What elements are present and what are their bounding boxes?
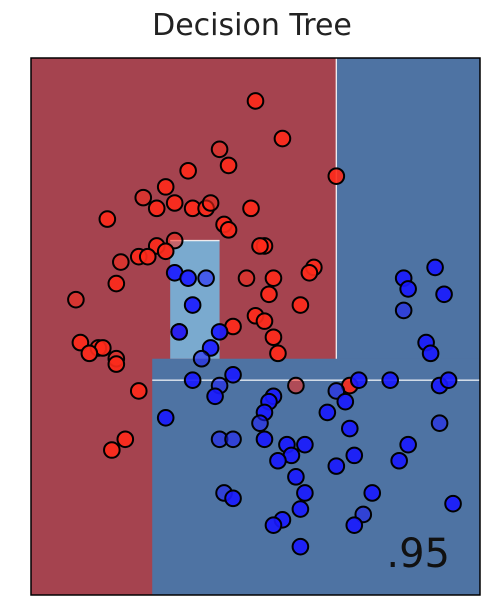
data-point-blue-4 [170,323,188,341]
data-point-red-48 [116,430,135,449]
data-point-blue-1 [179,269,197,287]
data-point-blue-15 [224,366,242,384]
points-layer [67,92,462,556]
data-point-red-21 [138,247,157,266]
data-point-red-1 [273,129,292,148]
data-point-blue-3 [183,296,202,314]
data-point-blue-46 [363,484,382,502]
data-point-red-6 [156,178,175,196]
data-point-blue-5 [210,323,229,341]
data-point-red-7 [134,188,153,207]
data-point-blue-22 [251,414,269,432]
data-point-blue-26 [439,371,458,390]
data-point-red-8 [147,199,166,218]
data-point-blue-37 [224,430,242,449]
data-point-red-0 [246,92,265,110]
data-point-blue-50 [291,500,310,518]
data-point-blue-28 [336,392,355,411]
data-point-blue-44 [345,446,364,465]
data-point-blue-54 [444,494,462,513]
data-point-red-44 [269,344,287,363]
data-point-blue-24 [381,371,400,390]
data-point-red-12 [201,194,220,212]
data-point-blue-23 [349,371,368,390]
data-point-blue-41 [390,451,408,470]
data-point-red-16 [219,221,238,239]
data-point-blue-18 [206,387,224,406]
data-point-red-27 [237,269,256,287]
data-point-blue-10 [399,280,417,298]
data-point-blue-9 [426,258,444,277]
data-point-red-32 [67,290,85,309]
data-point-red-4 [327,167,346,185]
data-point-blue-35 [296,435,314,454]
data-point-blue-51 [264,516,283,534]
data-point-blue-16 [183,371,202,390]
data-point-red-49 [103,441,121,459]
data-point-red-2 [210,140,229,159]
data-point-blue-31 [156,408,175,427]
data-point-blue-43 [327,457,346,475]
plot-frame [30,57,481,596]
data-point-red-22 [112,253,130,271]
data-point-red-29 [107,274,126,293]
data-point-red-3 [219,156,238,175]
data-point-blue-55 [291,537,310,556]
data-point-blue-12 [394,301,413,320]
data-point-red-31 [291,296,310,314]
data-point-blue-40 [399,435,417,454]
data-point-blue-33 [255,430,274,449]
score-label: .95 [386,531,450,577]
data-point-blue-53 [345,516,364,534]
data-point-blue-38 [269,451,287,470]
data-point-red-5 [179,161,197,180]
data-point-red-36 [264,328,283,347]
data-point-blue-2 [197,269,215,287]
data-point-red-26 [300,264,319,282]
chart-title: Decision Tree [152,8,352,43]
data-point-red-28 [264,269,283,287]
regions-layer [31,58,481,595]
data-point-blue-39 [287,468,305,486]
data-point-red-19 [156,242,175,261]
data-point-blue-14 [421,344,440,363]
data-point-red-47 [287,376,305,395]
data-point-blue-7 [192,349,211,368]
data-point-red-30 [260,285,278,304]
data-point-red-15 [98,210,117,228]
data-point-red-45 [129,382,148,400]
data-point-red-9 [165,194,184,212]
data-point-red-41 [80,344,99,363]
data-point-red-24 [251,237,269,255]
data-point-red-13 [242,199,260,218]
data-point-blue-45 [296,484,314,502]
data-point-red-43 [107,355,126,373]
data-point-red-34 [255,312,274,330]
data-point-blue-11 [435,285,453,304]
data-point-blue-48 [224,489,242,508]
data-point-blue-30 [340,419,359,438]
data-point-blue-42 [430,414,449,432]
data-point-blue-29 [318,403,337,422]
